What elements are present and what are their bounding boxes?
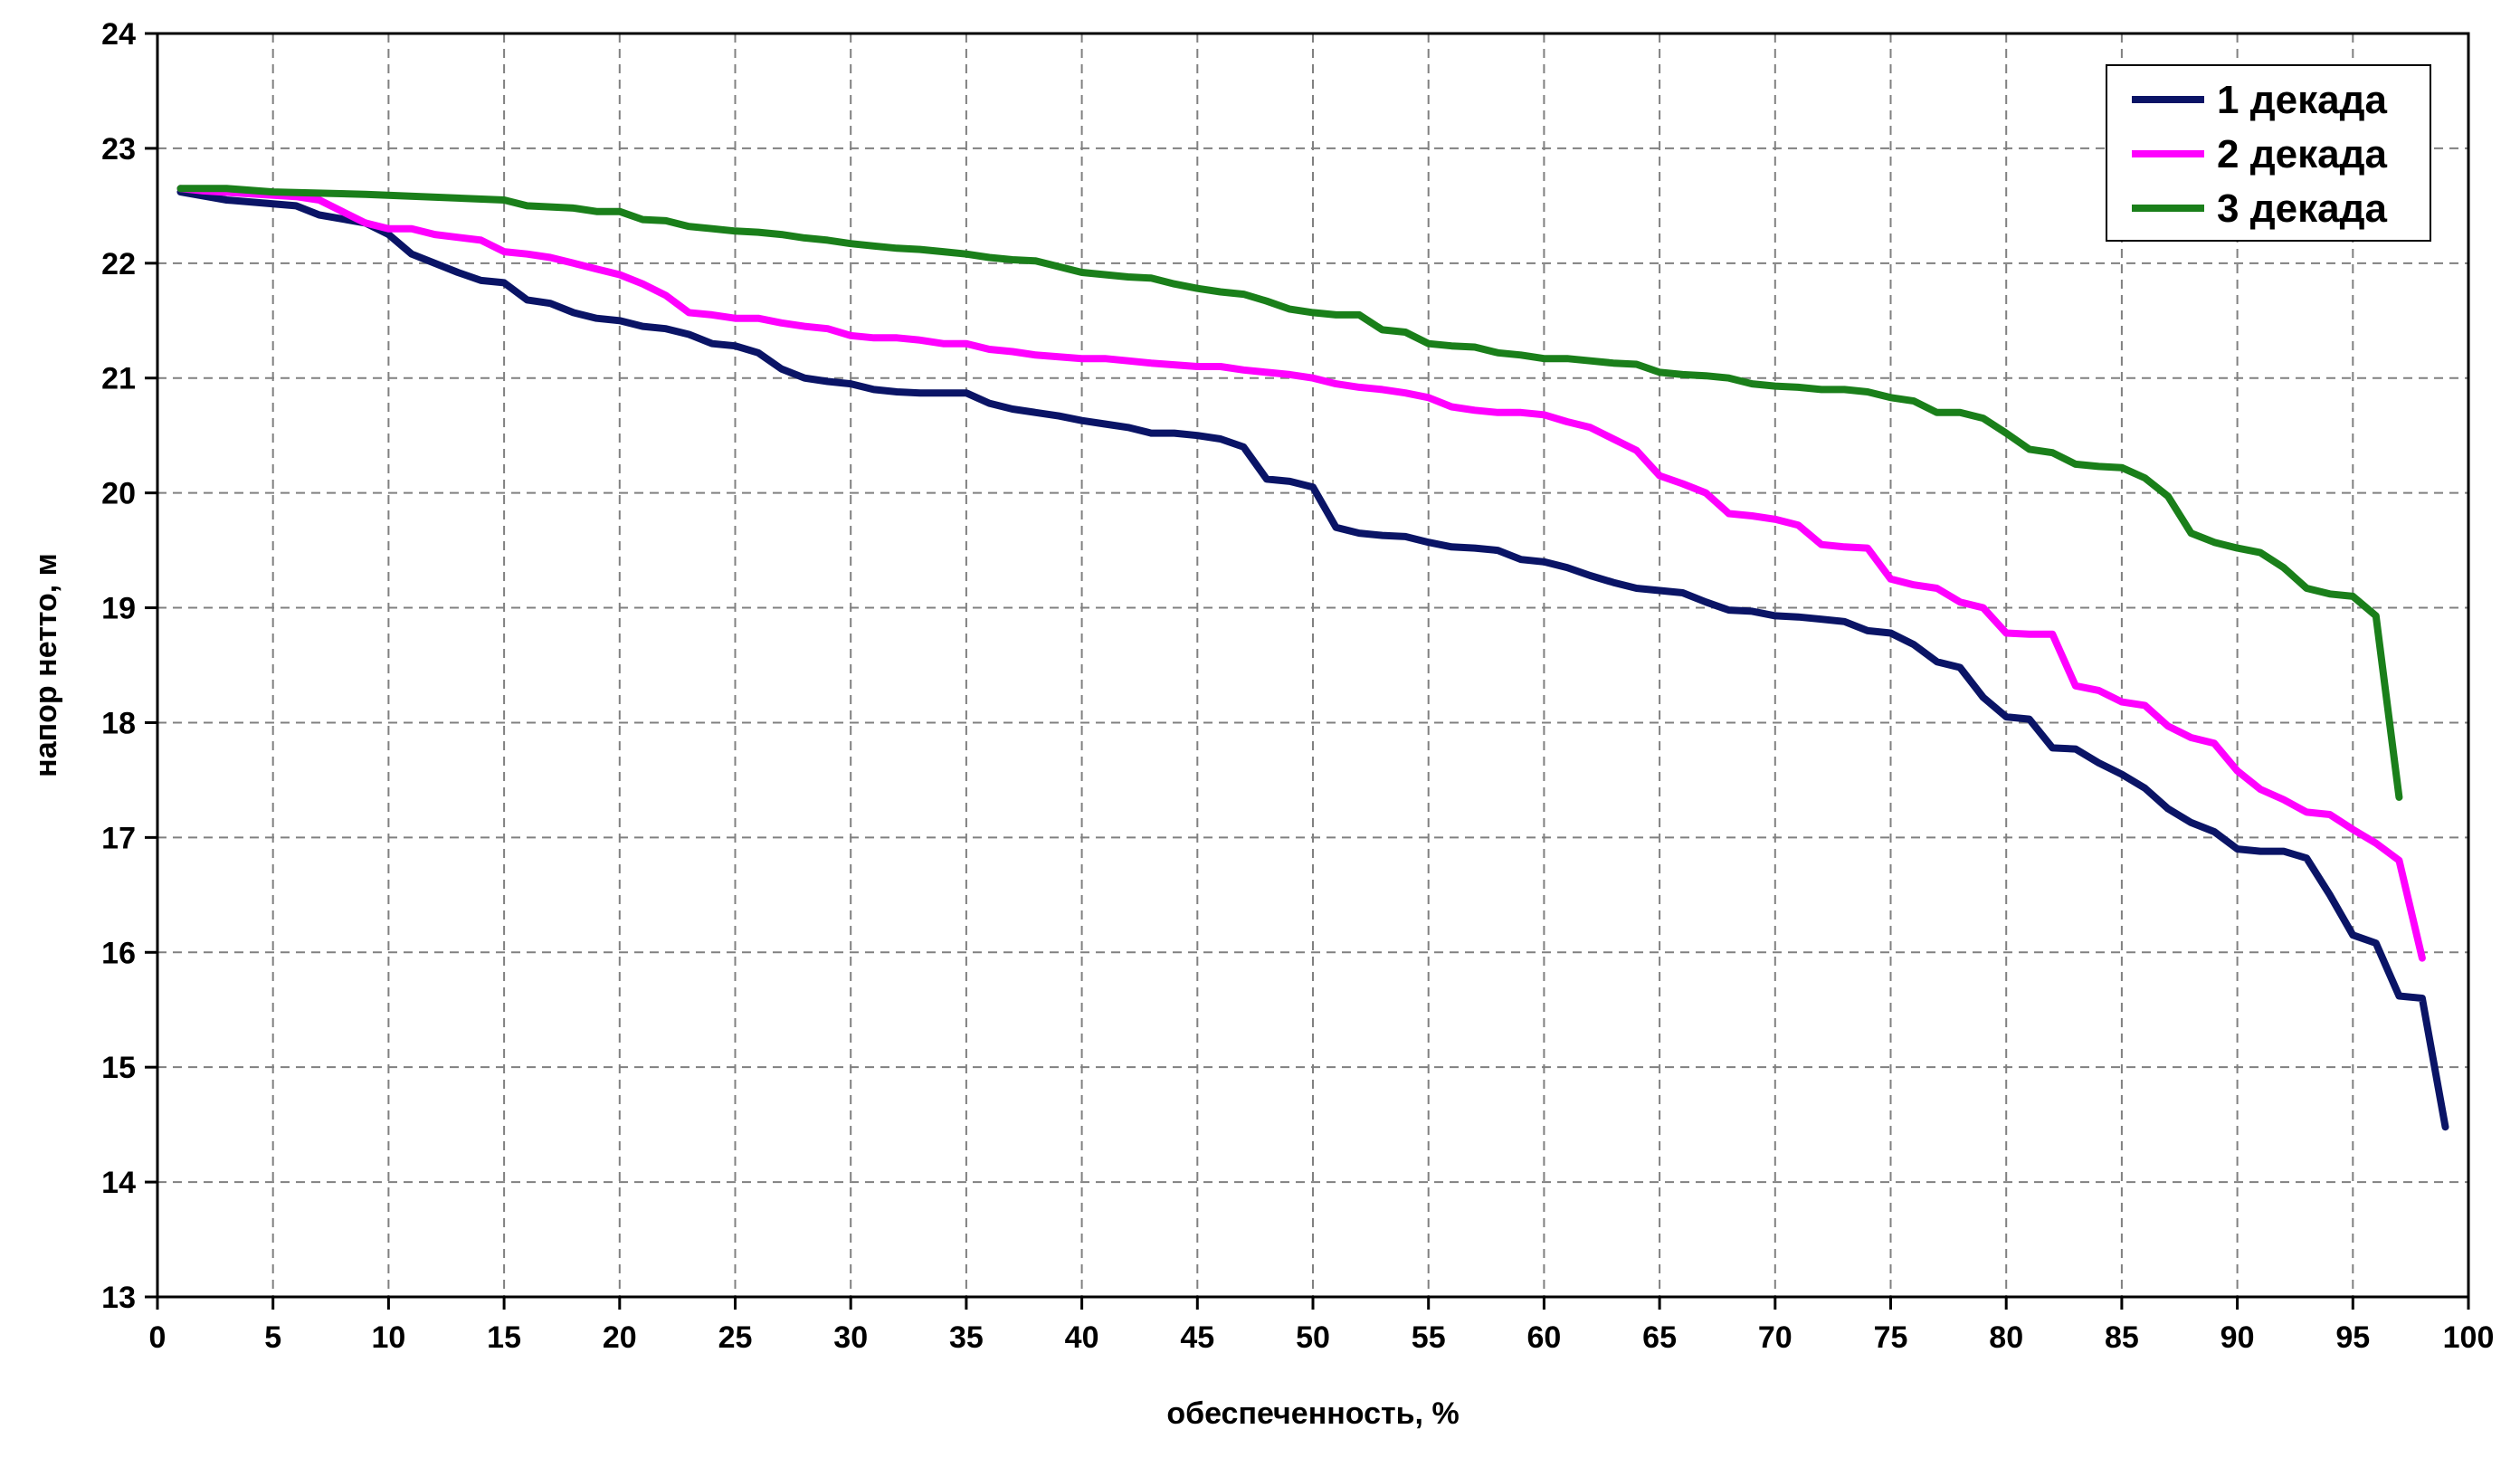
series-line-2 — [176, 185, 2426, 962]
y-tick-label: 14 — [101, 1166, 136, 1200]
y-tick-label: 23 — [101, 132, 136, 167]
x-tick-label: 15 — [487, 1320, 521, 1355]
y-tick-label: 18 — [101, 706, 136, 740]
x-tick-label: 85 — [2105, 1320, 2139, 1355]
y-tick-label: 19 — [101, 592, 136, 626]
x-tick-label: 60 — [1526, 1320, 1561, 1355]
x-tick-label: 65 — [1642, 1320, 1677, 1355]
legend-items: 1 декада 2 декада 3 декада — [2132, 78, 2388, 231]
x-tick-label: 95 — [2335, 1320, 2370, 1355]
x-tick-label: 35 — [949, 1320, 984, 1355]
x-tick-label: 20 — [603, 1320, 637, 1355]
y-tick-label: 20 — [101, 477, 136, 511]
x-tick-label: 0 — [149, 1320, 166, 1355]
x-tick-label: 90 — [2220, 1320, 2255, 1355]
x-tick-label: 40 — [1065, 1320, 1099, 1355]
x-tick-label: 30 — [833, 1320, 868, 1355]
x-tick-label: 75 — [1874, 1320, 1908, 1355]
x-axis-title: обеспеченность, % — [1166, 1396, 1459, 1431]
x-tick-label: 10 — [371, 1320, 405, 1355]
y-tick-label: 13 — [101, 1281, 136, 1315]
x-tick-label: 70 — [1758, 1320, 1793, 1355]
legend-label-3: 3 декада — [2217, 186, 2388, 231]
x-tick-label: 45 — [1180, 1320, 1214, 1355]
x-tick-label: 80 — [1989, 1320, 2023, 1355]
legend-label-1: 1 декада — [2217, 78, 2388, 122]
grid-lines — [157, 33, 2468, 1297]
x-tick-label: 55 — [1412, 1320, 1446, 1355]
y-tick-label: 16 — [101, 936, 136, 970]
y-tick-label: 17 — [101, 821, 136, 855]
x-tick-label: 50 — [1296, 1320, 1330, 1355]
y-axis-title: напор нетто, м — [29, 553, 63, 777]
x-tick-label: 100 — [2443, 1320, 2495, 1355]
legend-label-2: 2 декада — [2217, 132, 2388, 176]
y-tick-label: 24 — [101, 17, 136, 52]
y-tick-label: 21 — [101, 362, 136, 396]
y-tick-label: 22 — [101, 247, 136, 281]
y-tick-label: 15 — [101, 1051, 136, 1085]
legend: 1 декада 2 декада 3 декада — [2106, 64, 2431, 242]
x-axis-ticks: 0 5 10 15 20 25 30 35 40 45 50 55 60 65 70 75 80 85 90 95 10… — [149, 1297, 2495, 1355]
series-line-3 — [176, 185, 2403, 801]
series-line-1 — [176, 188, 2449, 1131]
x-tick-label: 25 — [718, 1320, 753, 1355]
series-lines — [176, 185, 2449, 1131]
x-tick-label: 5 — [264, 1320, 281, 1355]
y-axis-ticks: 13 14 15 16 17 18 19 20 21 22 23 24 — [101, 17, 157, 1315]
